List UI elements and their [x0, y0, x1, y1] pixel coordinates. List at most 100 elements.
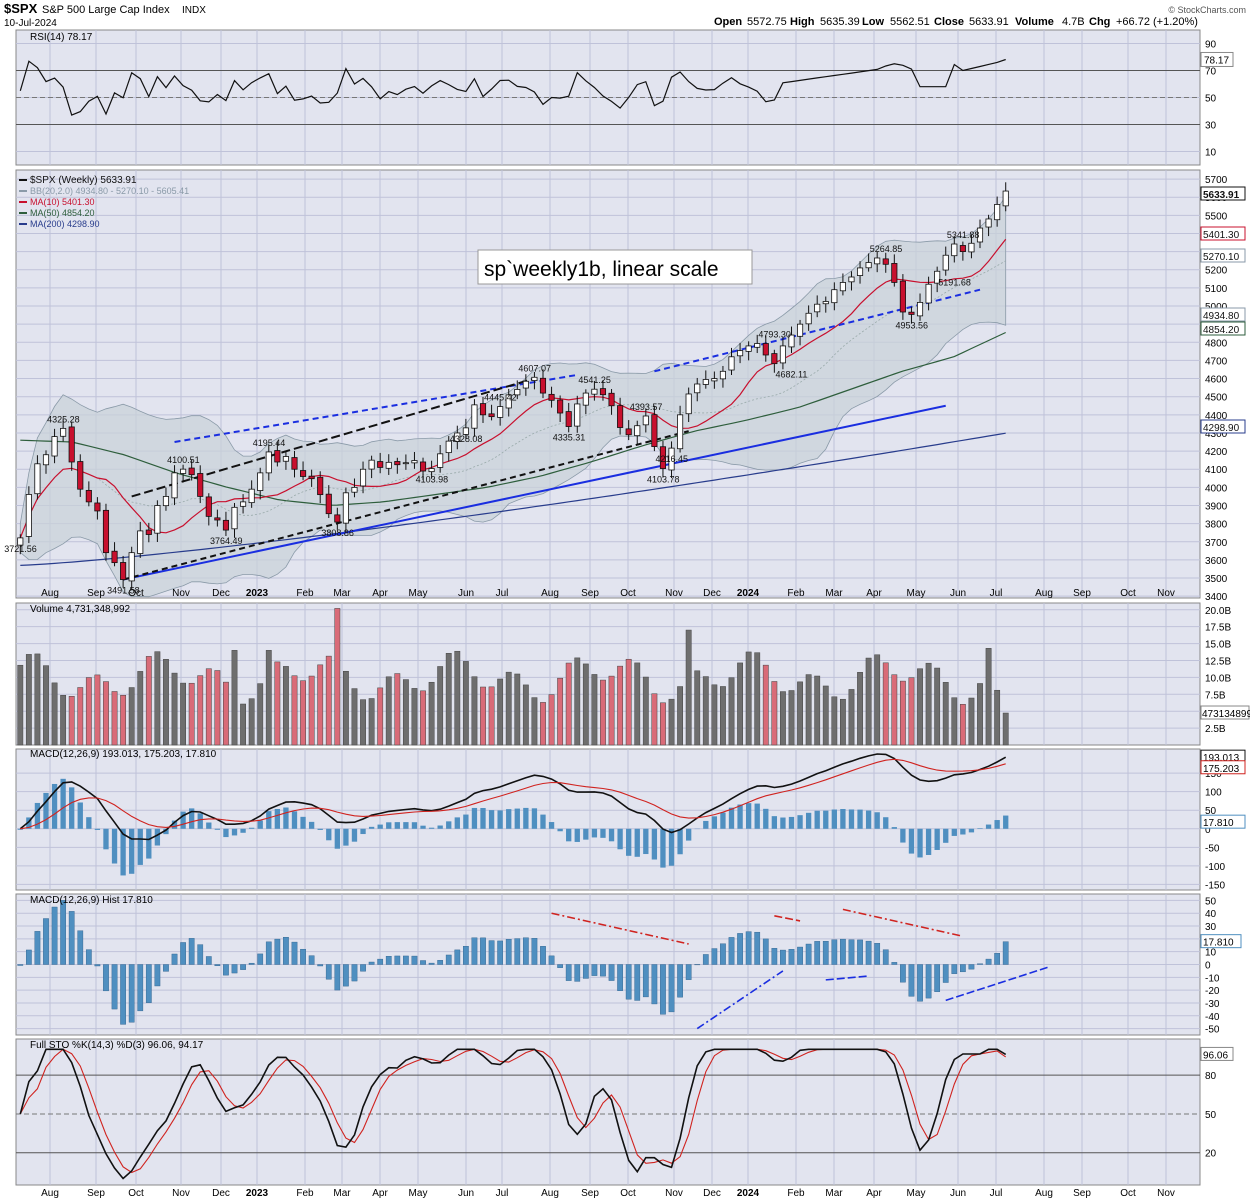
- hist-bar: [908, 964, 915, 997]
- month-label-bottom: Jul: [496, 1188, 509, 1199]
- volume-bar: [1002, 712, 1009, 746]
- candle: [274, 441, 281, 467]
- volume-bar: [591, 674, 598, 746]
- macd-value-tag: 175.203: [1203, 764, 1240, 775]
- hist-bar: [265, 941, 272, 965]
- candle: [94, 497, 101, 520]
- volume-bar: [771, 681, 778, 746]
- month-label-bottom: Sep: [87, 1188, 105, 1199]
- candle: [394, 457, 401, 474]
- price-annotation: 4607.07: [518, 363, 551, 373]
- volume-bar: [111, 691, 118, 746]
- month-label-price: May: [907, 588, 926, 599]
- volume-bar: [308, 675, 315, 746]
- macd-hist-bar: [248, 827, 255, 829]
- volume-bar: [685, 629, 692, 746]
- candle-body: [899, 280, 906, 313]
- macd-hist-bar: [523, 807, 529, 829]
- hist-tag-box: [1200, 934, 1242, 949]
- hist-bar: [411, 955, 418, 965]
- macd-hist-bar: [960, 828, 966, 835]
- macd-hist-bar: [386, 822, 392, 829]
- volume-bar: [454, 650, 461, 746]
- month-label-bottom: Oct: [620, 1188, 636, 1199]
- volume-bar: [51, 682, 58, 746]
- macd-hist-bar: [351, 828, 358, 842]
- candle-body: [308, 475, 315, 480]
- price-tick-2: 3600: [1205, 556, 1228, 567]
- candle: [102, 503, 110, 561]
- candle: [257, 467, 264, 500]
- macd-hist-bar: [874, 812, 880, 829]
- volume-bar: [480, 686, 486, 746]
- macd-hist-bar: [377, 824, 383, 829]
- candle: [839, 273, 846, 296]
- ma200-line: [20, 432, 1006, 566]
- volume-bar: [437, 666, 444, 746]
- volume-bar: [762, 664, 769, 746]
- candle: [848, 271, 855, 291]
- candle-body: [300, 470, 307, 477]
- candle-body: [145, 529, 152, 535]
- price-tick-3: 3700: [1205, 538, 1228, 549]
- price-annotation: 3764.49: [210, 536, 243, 546]
- candle: [617, 397, 624, 435]
- hist-bar: [865, 940, 872, 965]
- candle: [591, 380, 598, 401]
- hist-bar: [111, 964, 118, 1010]
- candle-body: [539, 377, 547, 394]
- hist-bar: [403, 955, 409, 965]
- macd-tick-2: -50: [1205, 843, 1220, 854]
- hist-bar: [197, 944, 204, 965]
- candle-body: [642, 415, 649, 426]
- volume-bar: [257, 683, 264, 746]
- macd-hist-bar: [977, 828, 983, 829]
- chart-date: 10-Jul-2024: [4, 18, 57, 29]
- hist-bar: [94, 964, 101, 967]
- macd-hist-bar: [60, 778, 66, 829]
- vol-tick-7: 20.0B: [1205, 606, 1231, 617]
- candle-body: [51, 436, 58, 457]
- macd-hist-bar: [326, 828, 332, 841]
- hist-bar: [600, 964, 606, 977]
- volume-bar: [582, 663, 589, 746]
- vol-tick-2: 7.5B: [1205, 690, 1226, 701]
- hist-bar: [574, 964, 581, 982]
- hist-bar: [163, 964, 169, 972]
- volume-bar: [977, 683, 983, 746]
- volume-bar: [197, 675, 204, 746]
- macd-hist-bar: [754, 803, 760, 829]
- hist-bar: [497, 940, 504, 965]
- candle: [419, 457, 427, 481]
- volume-bar: [737, 662, 743, 746]
- candle: [805, 305, 812, 331]
- sto-value-tag: 96.06: [1203, 1050, 1228, 1061]
- candle-body: [68, 426, 75, 463]
- macd-hist-bar: [146, 828, 152, 859]
- candle: [300, 461, 307, 481]
- candle-body: [231, 506, 238, 530]
- volume-bar: [660, 702, 666, 746]
- volume-bar: [711, 684, 718, 746]
- volume-bar: [205, 668, 212, 746]
- month-label-price: Jun: [950, 588, 966, 599]
- volume-bar: [34, 653, 41, 746]
- hist-bar: [608, 964, 615, 981]
- volume-bar: [891, 674, 898, 746]
- candle-body: [557, 399, 564, 414]
- candle-body: [574, 403, 581, 427]
- hist-bar: [214, 964, 221, 966]
- hist-bar: [351, 964, 358, 982]
- macd-hist-bar: [797, 815, 803, 829]
- candle-body: [411, 460, 418, 464]
- hist-tick-9: 40: [1205, 909, 1217, 920]
- candle: [265, 444, 272, 481]
- candle-body: [162, 496, 170, 507]
- price-tag-box: [1200, 248, 1246, 263]
- candle-body: [359, 468, 367, 487]
- candle-body: [925, 283, 932, 304]
- macd-hist-bar: [69, 787, 75, 829]
- candle: [985, 214, 992, 237]
- volume-bar: [788, 690, 795, 746]
- hist-bar: [925, 964, 932, 999]
